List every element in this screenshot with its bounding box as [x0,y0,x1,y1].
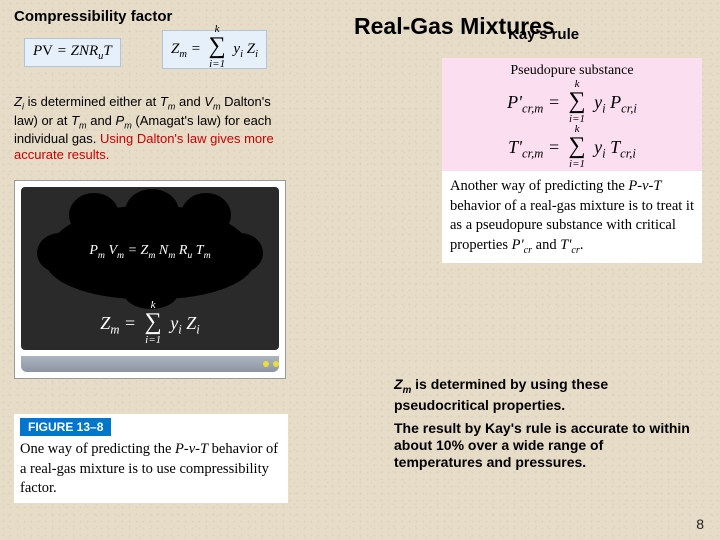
cloud-shape: Pm Vm = Zm Nm Ru Tm [45,205,255,299]
monitor-base [21,356,279,372]
figure-label-block: FIGURE 13–8 One way of predicting the P-… [14,414,288,503]
figure-monitor: Pm Vm = Zm Nm Ru Tm Zm = k∑i=1 yi Zi [14,180,286,379]
heading-compressibility: Compressibility factor [14,8,172,25]
eq-pv: PV = ZNRuT [24,38,121,67]
pseudopure-heading: Pseudopure substance [442,58,702,82]
figure-label: FIGURE 13–8 [20,418,111,436]
para-zm-pseudocritical: Zm is determined by using these pseudocr… [394,376,694,471]
para-zi-description: Zi is determined either at Tm and Vm Dal… [14,94,294,163]
page-number: 8 [696,516,704,532]
figure-caption: One way of predicting the P-v-T behavior… [14,438,288,503]
monitor-screen: Pm Vm = Zm Nm Ru Tm Zm = k∑i=1 yi Zi [21,187,279,350]
heading-kays: Kay's rule [508,26,579,43]
pseudopure-caption: Another way of predicting the P-v-T beha… [442,171,702,263]
pseudopure-block: Pseudopure substance P'cr,m = k∑i=1 yi P… [442,58,702,263]
pseudopure-equations: P'cr,m = k∑i=1 yi Pcr,i T'cr,m = k∑i=1 y… [442,82,702,171]
eq-zm-sum: Zm = k∑i=1 yi Zi [162,30,267,69]
eq-zm-screen: Zm = k∑i=1 yi Zi [100,309,199,338]
